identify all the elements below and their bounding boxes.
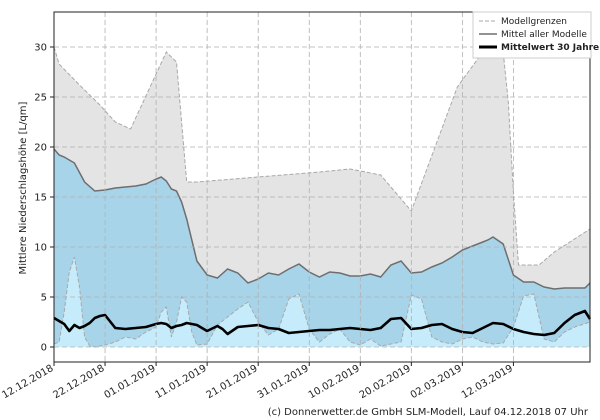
upper-bound-line <box>53 46 591 266</box>
model-mean-area <box>54 149 590 347</box>
x-tick-label: 12.12.2018 <box>0 363 55 401</box>
y-tick-label: 25 <box>34 93 47 104</box>
x-tick-label: 20.02.2019 <box>358 363 413 401</box>
legend-label-modellgrenzen: Modellgrenzen <box>501 17 567 27</box>
climate-mean-line <box>53 309 592 337</box>
x-tick-label: 21.01.2019 <box>205 363 260 401</box>
x-tick-label: 12.03.2019 <box>460 363 515 401</box>
x-tick-label: 02.03.2019 <box>409 363 464 401</box>
x-tick-label: 01.01.2019 <box>103 363 158 401</box>
x-tick-label: 10.02.2019 <box>307 363 362 401</box>
legend-label-mittel-modelle: Mittel aller Modelle <box>501 30 587 40</box>
y-tick-label: 5 <box>41 293 47 304</box>
y-tick-label: 20 <box>34 143 47 154</box>
legend-box <box>472 11 592 59</box>
y-tick-label: 15 <box>34 193 47 204</box>
footer-credit: (c) Donnerwetter.de GmbH SLM-Modell, Lau… <box>268 407 589 418</box>
plot-frame <box>53 11 591 363</box>
grid-lines <box>53 12 590 362</box>
y-tick-label: 0 <box>41 343 47 354</box>
legend-label-mittelwert-30-jahre: Mittelwert 30 Jahre <box>501 43 599 53</box>
x-tick-label: 22.12.2018 <box>51 363 106 401</box>
y-axis-label: Mittlere Niederschlagshöhe [L/qm] <box>18 101 29 274</box>
y-tick-label: 30 <box>34 43 47 54</box>
x-tick-label: 11.01.2019 <box>154 363 209 401</box>
y-tick-label: 10 <box>34 243 47 254</box>
x-tick-label: 31.01.2019 <box>256 363 311 401</box>
legend: Modellgrenzen Mittel aller Modelle Mitte… <box>472 11 599 59</box>
